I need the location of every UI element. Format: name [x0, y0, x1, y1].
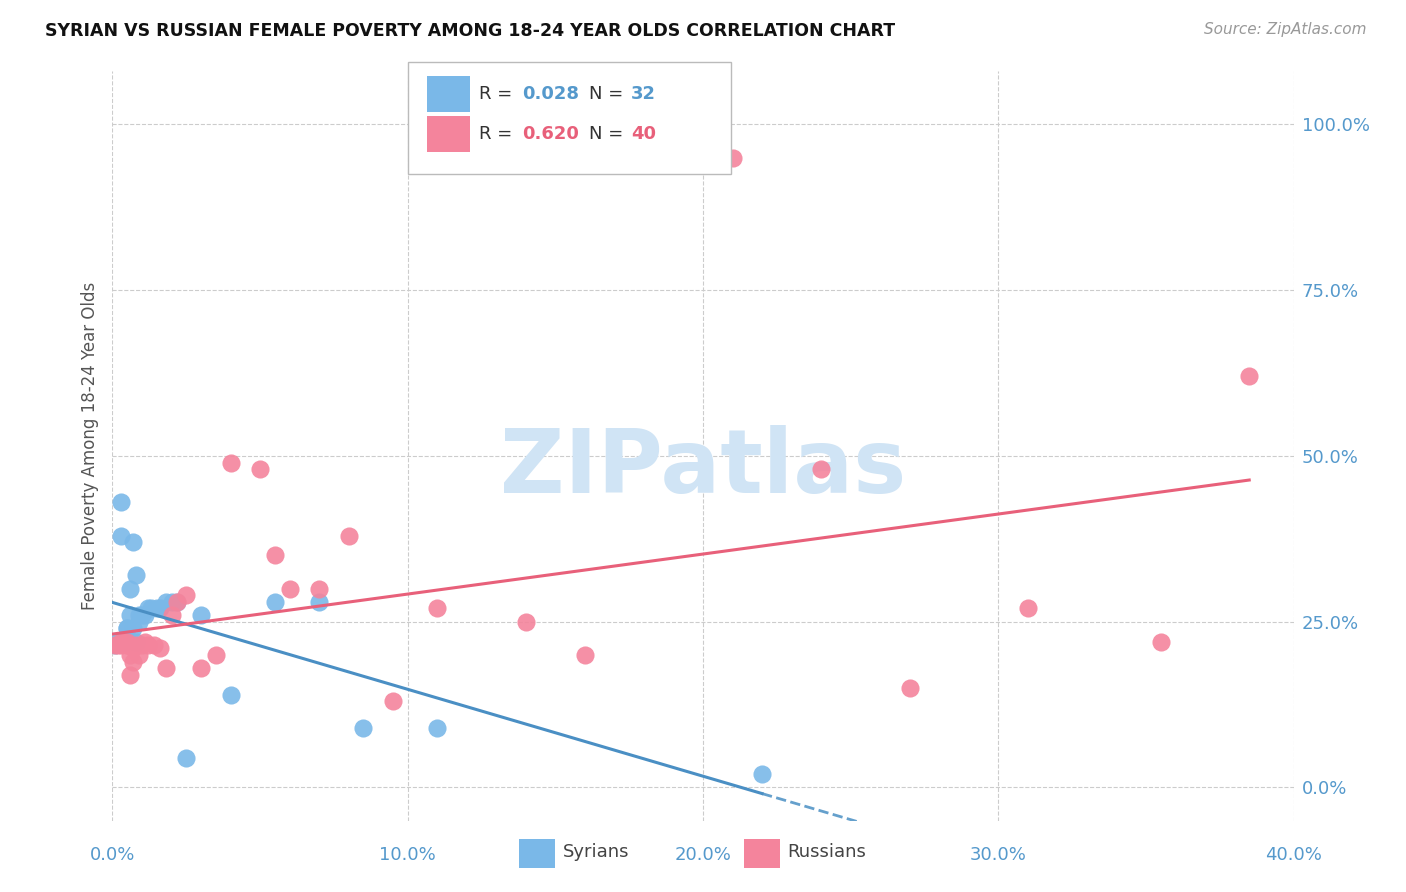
Text: 0.620: 0.620 [522, 125, 578, 143]
Point [166, 595, 188, 609]
Point [426, 601, 449, 615]
Point [142, 638, 165, 652]
Point [117, 621, 138, 635]
Text: 40: 40 [631, 125, 657, 143]
Text: 20.0%: 20.0% [675, 846, 731, 863]
Text: SYRIAN VS RUSSIAN FEMALE POVERTY AMONG 18-24 YEAR OLDS CORRELATION CHART: SYRIAN VS RUSSIAN FEMALE POVERTY AMONG 1… [45, 22, 896, 40]
Point [308, 582, 330, 596]
Point [1239, 369, 1261, 384]
Point [112, 634, 135, 648]
Point [264, 549, 287, 563]
Point [249, 462, 271, 476]
Point [128, 608, 150, 623]
Point [205, 648, 228, 662]
Point [134, 634, 156, 648]
Point [131, 608, 153, 623]
Y-axis label: Female Poverty Among 18-24 Year Olds: Female Poverty Among 18-24 Year Olds [80, 282, 98, 610]
Point [515, 615, 537, 629]
Text: N =: N = [589, 85, 628, 103]
Point [219, 456, 242, 470]
Point [112, 634, 135, 648]
Point [308, 595, 330, 609]
Point [104, 638, 127, 652]
Text: N =: N = [589, 125, 628, 143]
Text: R =: R = [479, 125, 519, 143]
Point [337, 528, 360, 542]
Point [751, 767, 773, 781]
Point [125, 634, 148, 648]
Point [190, 608, 212, 623]
Point [120, 667, 142, 681]
Point [122, 535, 145, 549]
Point [898, 681, 921, 695]
Point [139, 601, 162, 615]
Point [131, 638, 153, 652]
Point [128, 648, 150, 662]
Point [117, 634, 138, 648]
Point [122, 641, 145, 656]
Point [104, 638, 127, 652]
Point [264, 595, 287, 609]
Point [166, 595, 188, 609]
Text: 40.0%: 40.0% [1265, 846, 1322, 863]
Text: 0.0%: 0.0% [90, 846, 135, 863]
Point [107, 634, 129, 648]
Text: Syrians: Syrians [562, 843, 628, 861]
Point [278, 582, 301, 596]
Point [122, 655, 145, 669]
Point [219, 688, 242, 702]
Point [110, 634, 132, 648]
Point [110, 528, 132, 542]
Point [125, 638, 148, 652]
Point [190, 661, 212, 675]
Point [149, 601, 172, 615]
Point [107, 638, 129, 652]
Point [128, 615, 150, 629]
Point [1150, 634, 1173, 648]
Point [120, 608, 142, 623]
Point [160, 608, 183, 623]
Point [1017, 601, 1039, 615]
Text: R =: R = [479, 85, 519, 103]
Point [136, 601, 159, 615]
Point [155, 661, 177, 675]
Point [125, 568, 148, 582]
Point [122, 621, 145, 635]
Text: 10.0%: 10.0% [380, 846, 436, 863]
Point [134, 608, 156, 623]
Point [160, 595, 183, 609]
Point [174, 750, 197, 764]
Point [120, 648, 142, 662]
Text: 30.0%: 30.0% [970, 846, 1026, 863]
Text: Source: ZipAtlas.com: Source: ZipAtlas.com [1204, 22, 1367, 37]
Point [110, 495, 132, 509]
Point [382, 694, 405, 708]
Point [426, 721, 449, 735]
Point [110, 638, 132, 652]
Point [352, 721, 374, 735]
Point [810, 462, 832, 476]
Text: ZIPatlas: ZIPatlas [501, 425, 905, 512]
Text: 32: 32 [631, 85, 657, 103]
Point [117, 621, 138, 635]
Point [155, 595, 177, 609]
Text: Russians: Russians [787, 843, 866, 861]
Point [574, 648, 596, 662]
Point [721, 151, 744, 165]
Point [174, 588, 197, 602]
Point [149, 641, 172, 656]
Point [136, 638, 159, 652]
Point [146, 601, 169, 615]
Text: 0.028: 0.028 [522, 85, 579, 103]
Point [120, 582, 142, 596]
Point [117, 638, 138, 652]
